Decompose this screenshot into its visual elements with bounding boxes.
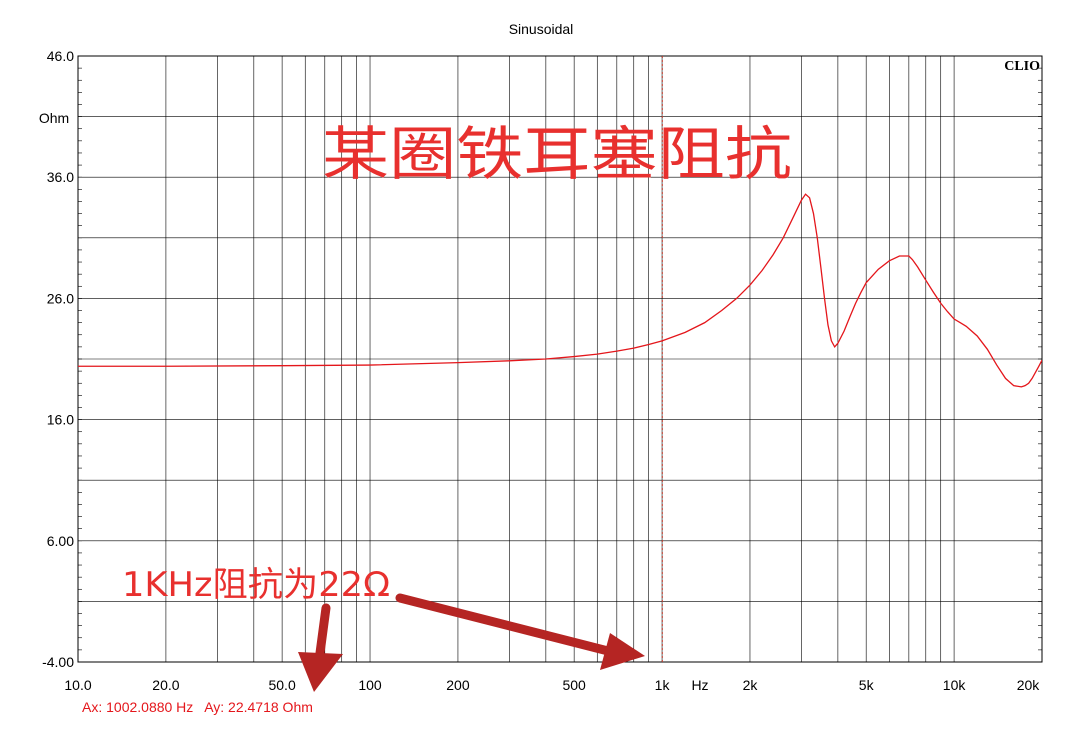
edge-ticks (78, 67, 1042, 651)
cursor-readout: Ax: 1002.0880 Hz Ay: 22.4718 Ohm (82, 699, 313, 715)
x-tick-label: 10k (943, 677, 967, 693)
y-tick-label: 16.0 (47, 412, 74, 428)
x-tick-labels: 10.0 20.0 50.0 100 200 500 1k 2k 5k 10k 20k (64, 677, 1040, 693)
y-tick-label: 26.0 (47, 290, 74, 306)
x-tick-label: 20.0 (152, 677, 179, 693)
x-tick-label: 5k (859, 677, 875, 693)
x-tick-label: 100 (358, 677, 382, 693)
x-tick-label: 2k (743, 677, 759, 693)
y-tick-label: 6.00 (47, 533, 74, 549)
clio-watermark: CLIO (1004, 59, 1040, 74)
x-tick-label: 10.0 (64, 677, 91, 693)
x-tick-label: 50.0 (268, 677, 295, 693)
major-gridlines (78, 116, 1042, 602)
y-tick-label: -4.00 (42, 654, 74, 670)
x-tick-label: 1k (655, 677, 671, 693)
y-unit-label: Ohm (39, 110, 69, 126)
x-tick-label: 200 (446, 677, 470, 693)
x-unit-label: Hz (691, 677, 708, 693)
chart-title: Sinusoidal (509, 21, 574, 37)
series-line-impedance (78, 193, 1042, 388)
note-annotation: 1KHz阻抗为22Ω (122, 565, 390, 605)
x-tick-label: 500 (562, 677, 586, 693)
y-tick-labels: 46.0 36.0 26.0 16.0 6.00 -4.00 (42, 48, 74, 670)
y-tick-label: 36.0 (47, 169, 74, 185)
x-tick-label: 20k (1017, 677, 1041, 693)
y-tick-label: 46.0 (47, 48, 74, 64)
headline-annotation: 某圈铁耳塞阻抗 (322, 120, 792, 188)
arrow-to-1k (395, 593, 645, 670)
arrow-to-axis (298, 603, 343, 692)
